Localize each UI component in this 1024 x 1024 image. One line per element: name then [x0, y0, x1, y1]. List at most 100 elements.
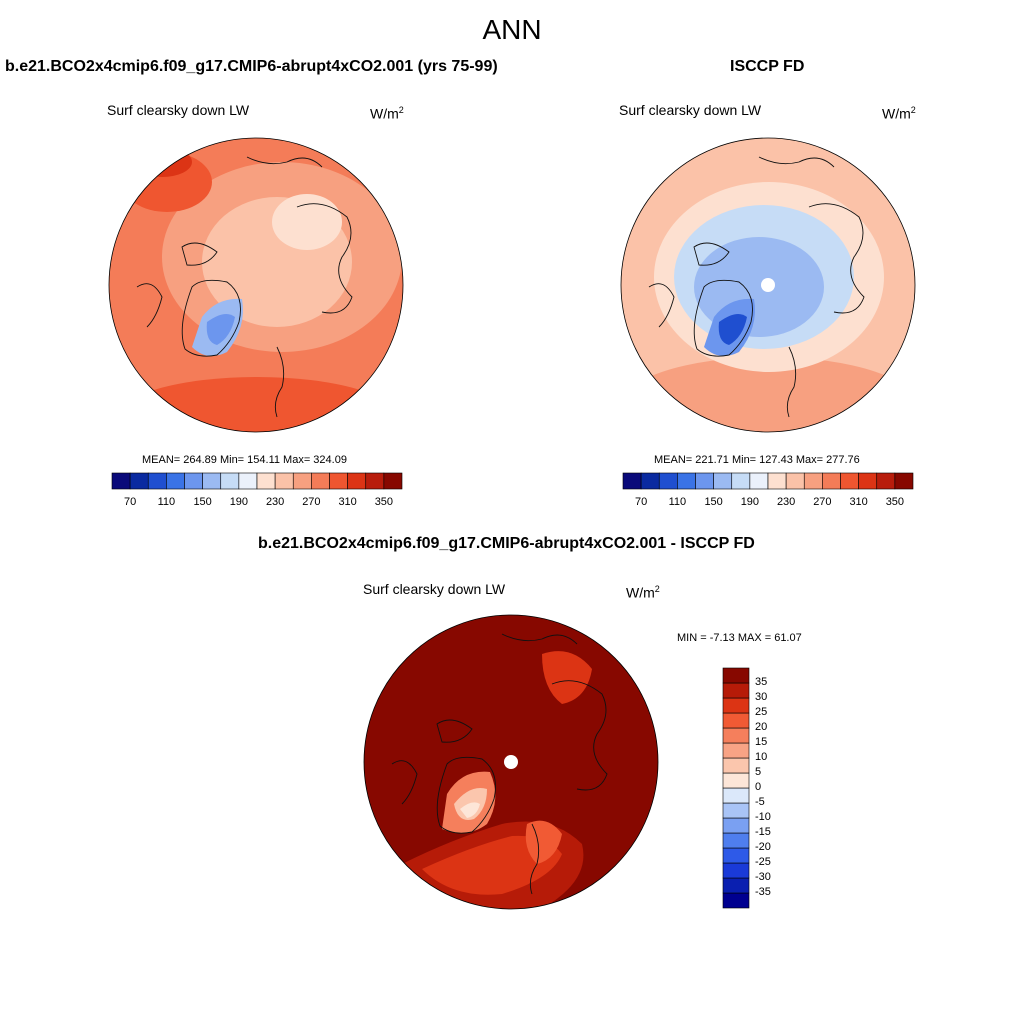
- figure-title: ANN: [482, 14, 542, 45]
- colorbar-swatch: [129, 472, 149, 490]
- diff-colorbar-tick-label: 25: [755, 706, 768, 718]
- diff-pole-missing: [504, 755, 518, 769]
- diff-colorbar-swatch: [722, 817, 750, 834]
- diff-stats: MIN = -7.13 MAX = 61.07: [677, 632, 802, 644]
- colorbar-tick-label: 110: [668, 496, 687, 508]
- obs-variable-label: Surf clearsky down LW: [619, 102, 762, 118]
- diff-colorbar: [722, 667, 750, 909]
- diff-colorbar-swatch: [722, 832, 750, 849]
- diff-colorbar-swatch: [722, 892, 750, 909]
- colorbar-swatch: [622, 472, 642, 490]
- diff-map-fill-south-inner: [422, 835, 562, 895]
- obs-colorbar: [622, 472, 914, 490]
- diff-greenland-peak: [460, 802, 480, 818]
- colorbar-swatch: [640, 472, 660, 490]
- diff-colorbar-tick-label: -5: [755, 796, 765, 808]
- model-map-border: [108, 137, 404, 433]
- colorbar-swatch: [803, 472, 823, 490]
- colorbar-swatch: [858, 472, 878, 490]
- colorbar-tick-label: 350: [885, 496, 905, 508]
- colorbar-swatch: [274, 472, 294, 490]
- colorbar-swatch: [292, 472, 312, 490]
- colorbar-swatch: [894, 472, 914, 490]
- colorbar-tick-label: 310: [338, 496, 357, 508]
- diff-colorbar-tick-label: -10: [755, 811, 771, 823]
- colorbar-tick-label: 270: [813, 496, 832, 508]
- diff-colorbar-tick-label: -30: [755, 871, 771, 883]
- diff-coastlines: [391, 633, 608, 895]
- diff-colorbar-swatch: [722, 862, 750, 879]
- colorbar-tick-label: 190: [229, 496, 249, 508]
- obs-map-fill-south: [621, 357, 915, 432]
- diff-map-fill-ne: [542, 651, 592, 704]
- obs-greenland-core: [718, 313, 747, 345]
- diff-colorbar-tick-label: 20: [755, 721, 768, 733]
- colorbar-tick-label: 350: [374, 496, 394, 508]
- colorbar-swatch: [365, 472, 385, 490]
- diff-unit-label: W/m2: [626, 584, 660, 601]
- obs-unit-label: W/m2: [882, 105, 916, 122]
- colorbar-swatch: [658, 472, 678, 490]
- colorbar-tick-label: 70: [635, 496, 648, 508]
- obs-stats: MEAN= 221.71 Min= 127.43 Max= 277.76: [654, 454, 860, 466]
- colorbar-swatch: [256, 472, 276, 490]
- diff-colorbar-swatch: [722, 787, 750, 804]
- colorbar-tick-label: 150: [193, 496, 212, 508]
- diff-colorbar-swatch: [722, 712, 750, 729]
- diff-colorbar-tick-label: -15: [755, 826, 771, 838]
- diff-colorbar-swatch: [722, 757, 750, 774]
- diff-polar-map: [363, 614, 659, 910]
- model-coastlines: [136, 156, 353, 418]
- obs-polar-map: [620, 137, 916, 433]
- obs-pole-missing: [761, 278, 775, 292]
- obs-panel-title: ISCCP FD: [730, 58, 805, 75]
- colorbar-tick-label: 270: [302, 496, 321, 508]
- diff-colorbar-swatch: [722, 877, 750, 894]
- colorbar-swatch: [785, 472, 805, 490]
- diff-colorbar-tick-label: 0: [755, 781, 762, 793]
- model-greenland-core: [206, 313, 235, 345]
- diff-colorbar-swatch: [722, 772, 750, 789]
- model-map-fill-warm: [122, 152, 212, 212]
- diff-variable-label: Surf clearsky down LW: [363, 581, 506, 597]
- diff-colorbar-swatch: [722, 847, 750, 864]
- diff-colorbar-tick-label: 5: [755, 766, 762, 778]
- obs-map-border: [620, 137, 916, 433]
- colorbar-swatch: [184, 472, 203, 490]
- diff-colorbar-tick-label: -20: [755, 841, 771, 853]
- model-map-fill-pale: [272, 194, 342, 250]
- diff-colorbar-swatch: [722, 742, 750, 759]
- colorbar-swatch: [767, 472, 787, 490]
- colorbar-swatch: [876, 472, 896, 490]
- colorbar-swatch: [202, 472, 222, 490]
- diff-map-border: [363, 614, 659, 910]
- diff-colorbar-tick-label: 10: [755, 751, 768, 763]
- diff-colorbar-swatch: [722, 802, 750, 819]
- colorbar-swatch: [166, 472, 185, 490]
- diff-colorbar-tick-label: -25: [755, 856, 771, 868]
- diff-colorbar-swatch: [722, 697, 750, 714]
- colorbar-tick-label: 230: [265, 496, 285, 508]
- model-stats: MEAN= 264.89 Min= 154.11 Max= 324.09: [142, 454, 347, 466]
- diff-colorbar-swatch: [722, 727, 750, 744]
- colorbar-swatch: [329, 472, 348, 490]
- model-panel-title: b.e21.BCO2x4cmip6.f09_g17.CMIP6-abrupt4x…: [5, 58, 498, 75]
- diff-colorbar-tick-label: 35: [755, 676, 768, 688]
- diff-colorbar-tick-label: 30: [755, 691, 768, 703]
- diff-colorbar-tick-label: -35: [755, 886, 771, 898]
- colorbar-swatch: [840, 472, 859, 490]
- model-map-fill-south: [117, 377, 397, 432]
- model-variable-label: Surf clearsky down LW: [107, 102, 250, 118]
- colorbar-swatch: [383, 472, 403, 490]
- colorbar-swatch: [347, 472, 367, 490]
- model-polar-map: [108, 137, 404, 433]
- colorbar-tick-label: 190: [740, 496, 760, 508]
- model-unit-label: W/m2: [370, 105, 404, 122]
- colorbar-swatch: [111, 472, 131, 490]
- colorbar-tick-label: 70: [124, 496, 137, 508]
- colorbar-swatch: [220, 472, 240, 490]
- model-colorbar: [111, 472, 403, 490]
- diff-colorbar-tick-label: 15: [755, 736, 768, 748]
- colorbar-tick-label: 310: [849, 496, 868, 508]
- colorbar-tick-label: 230: [776, 496, 796, 508]
